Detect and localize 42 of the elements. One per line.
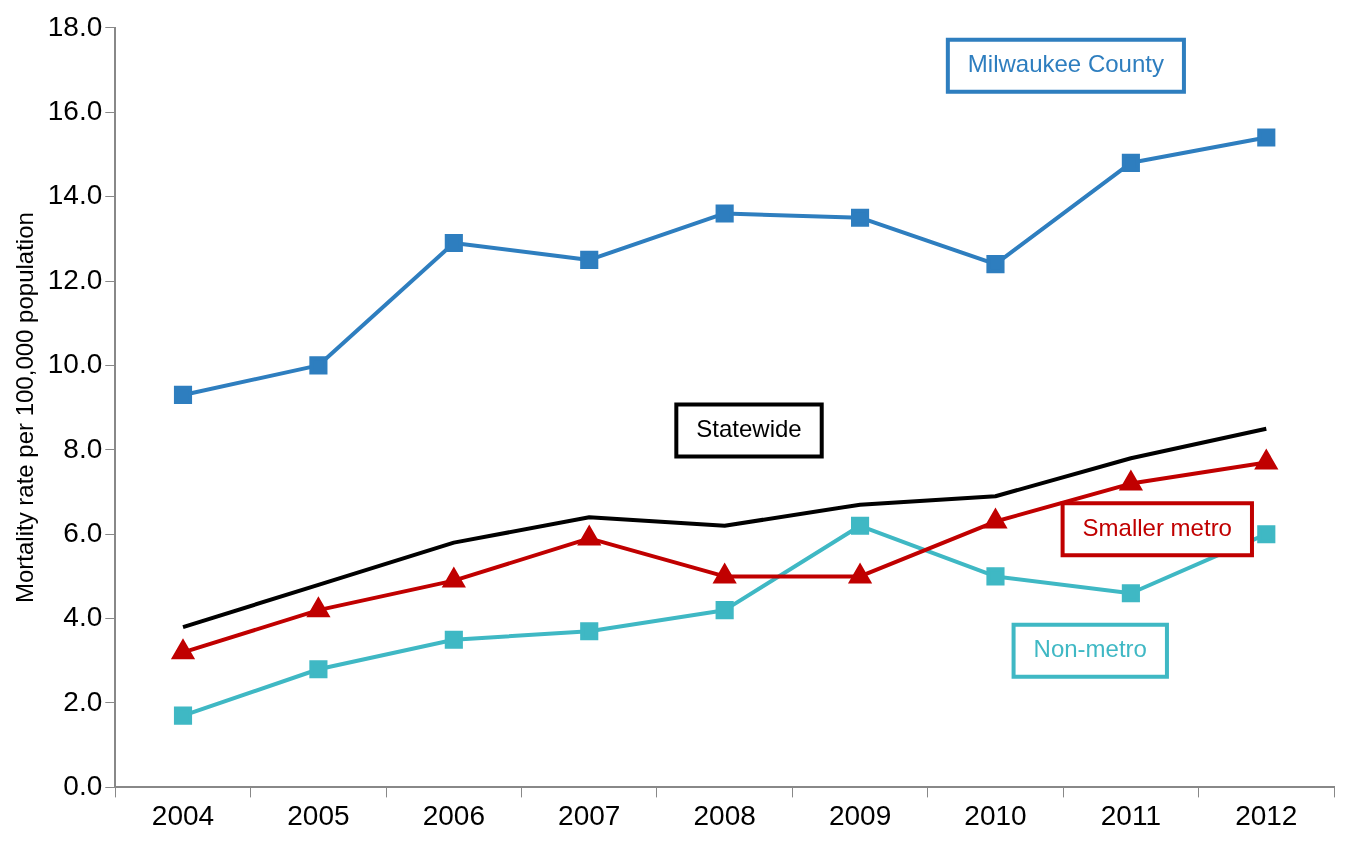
- x-tick-label: 2006: [422, 799, 485, 831]
- x-tick-label: 2005: [287, 799, 350, 831]
- y-tick-label: 14.0: [47, 179, 103, 211]
- point: [850, 516, 870, 535]
- y-tick-label: 16.0: [47, 94, 103, 126]
- point: [715, 601, 734, 620]
- point: [444, 630, 463, 649]
- point: [1257, 128, 1276, 147]
- x-tick-label: 2009: [828, 799, 892, 831]
- point: [309, 660, 328, 679]
- point: [1257, 525, 1276, 544]
- x-tick-label: 2007: [558, 799, 621, 831]
- text: Milwaukee County: [967, 50, 1164, 78]
- y-tick-label: 6.0: [63, 516, 103, 548]
- point: [850, 208, 870, 227]
- x-tick-label: 2008: [693, 799, 756, 831]
- point: [1121, 153, 1140, 172]
- x-tick-label: 2012: [1235, 799, 1298, 831]
- x-tick-label: 2011: [1100, 799, 1161, 831]
- y-tick-label: 18.0: [47, 10, 103, 42]
- y-tick-label: 4.0: [63, 601, 103, 633]
- y-tick-label: 0.0: [63, 770, 103, 802]
- y-tick-label: 12.0: [47, 263, 103, 295]
- point: [173, 385, 193, 405]
- point: [715, 204, 734, 223]
- series-label: Smaller metro: [1082, 513, 1232, 541]
- text: Statewide: [696, 415, 802, 443]
- point: [986, 255, 1005, 274]
- y-axis-title: Mortality rate per 100,000 population: [11, 212, 39, 604]
- point: [173, 706, 193, 725]
- point: [444, 233, 463, 253]
- x-tick-label: 2010: [964, 799, 1027, 831]
- y-tick-label: 10.0: [47, 348, 103, 380]
- y-tick-label: 8.0: [63, 432, 103, 464]
- point: [986, 567, 1005, 586]
- point: [580, 250, 599, 269]
- point: [580, 622, 599, 641]
- x-tick-label: 2004: [151, 799, 215, 831]
- series-label: Non-metro: [1033, 635, 1147, 663]
- point: [309, 356, 328, 375]
- y-tick-label: 2.0: [63, 685, 103, 717]
- point: [1121, 584, 1140, 603]
